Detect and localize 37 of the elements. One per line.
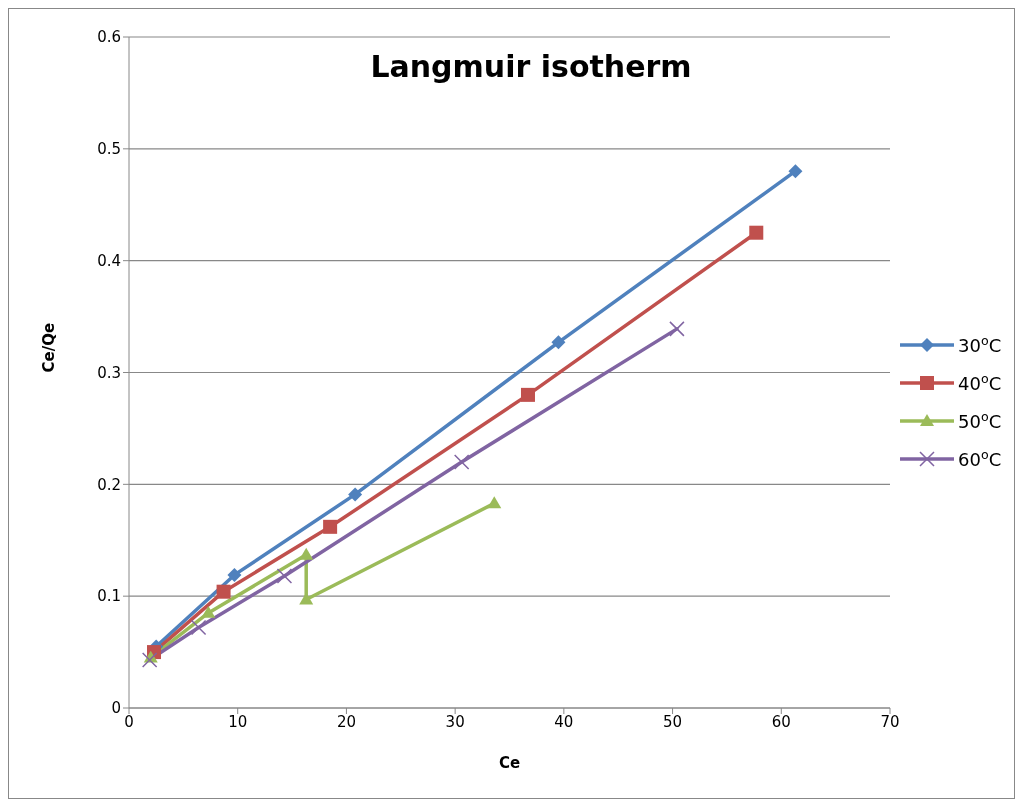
- point: [276, 568, 293, 584]
- y-tick-label: 0.3: [97, 363, 121, 382]
- point: [348, 487, 363, 502]
- x-tick-label: 10: [228, 712, 248, 731]
- x-tick-label: 20: [336, 712, 356, 731]
- point: [551, 335, 566, 350]
- point: [669, 321, 685, 337]
- x-tick-label: 70: [880, 712, 900, 731]
- point: [299, 547, 314, 560]
- point: [453, 454, 470, 470]
- legend-label: 30$^{o}$C: [958, 332, 1002, 356]
- x-tick-label: 60: [771, 712, 791, 731]
- y-tick-label: 0: [111, 699, 121, 718]
- y-tick-label: 0.6: [97, 28, 121, 47]
- chart-title: Langmuir isotherm: [370, 49, 692, 84]
- point: [216, 584, 231, 599]
- legend-label: 60$^{o}$C: [958, 446, 1002, 470]
- point: [749, 225, 764, 240]
- y-tick-label: 0.4: [97, 251, 121, 270]
- y-tick-label: 0.2: [97, 475, 121, 494]
- legend-label: 50$^{o}$C: [958, 408, 1002, 432]
- point: [323, 519, 338, 534]
- point: [788, 164, 803, 179]
- y-tick-label: 0.5: [97, 140, 121, 159]
- y-tick-label: 0.1: [97, 587, 121, 606]
- point: [201, 605, 216, 618]
- x-tick-label: 30: [445, 712, 465, 731]
- y-axis-title: Ce/Qe: [40, 322, 59, 373]
- x-axis-title: Ce: [498, 754, 521, 772]
- point: [520, 387, 535, 402]
- x-tick-label: 40: [554, 712, 574, 731]
- point: [141, 652, 158, 668]
- point: [487, 496, 502, 509]
- legend-label: 40$^{o}$C: [958, 370, 1002, 394]
- point: [227, 567, 242, 582]
- x-tick-label: 50: [663, 712, 683, 731]
- x-tick-label: 0: [124, 712, 134, 731]
